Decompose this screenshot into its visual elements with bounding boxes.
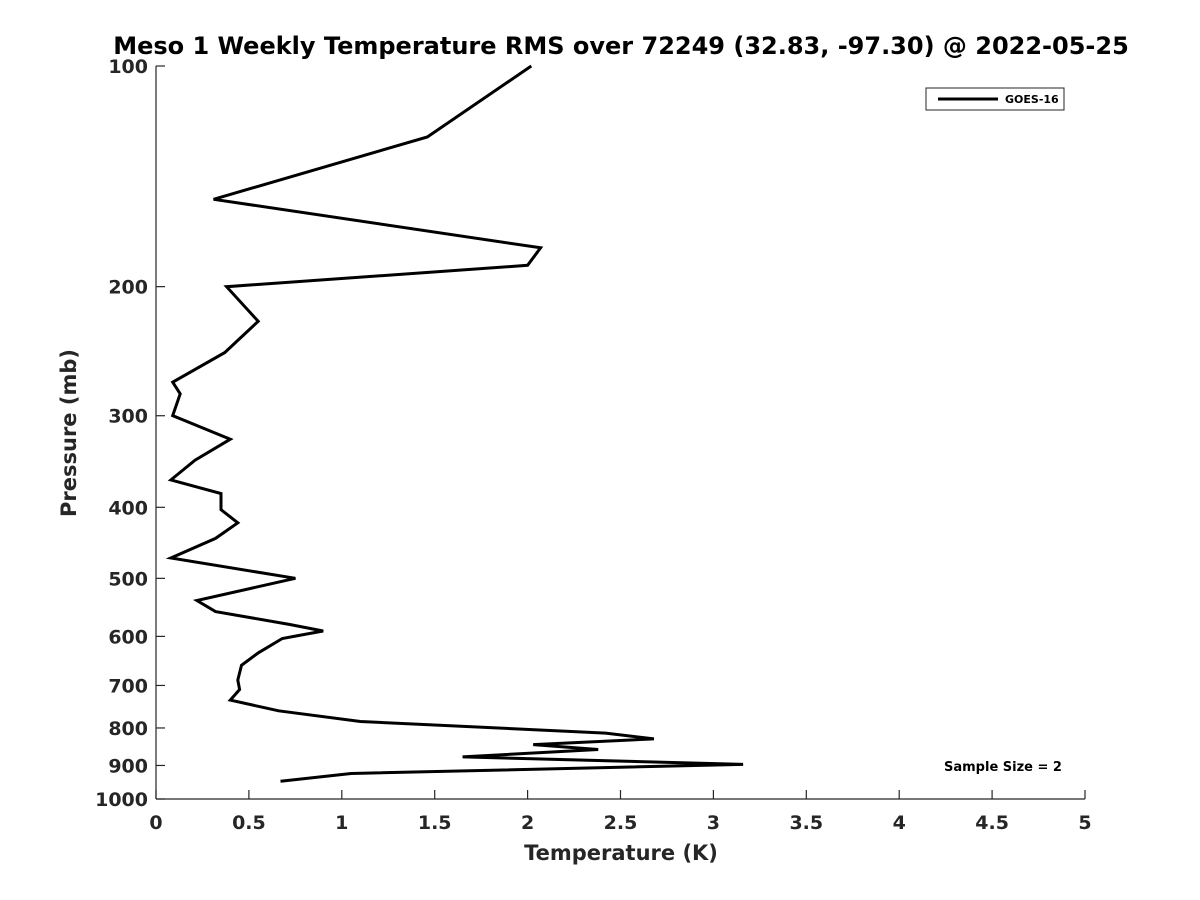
x-tick-label: 4.5 [975,812,1009,834]
x-tick-label: 2 [521,812,534,834]
series-line-goes-16 [165,64,744,783]
y-tick-label: 300 [108,406,148,428]
x-tick-label: 3 [707,812,720,834]
y-tick-label: 400 [108,497,148,519]
y-tick-label: 500 [108,568,148,590]
x-axis: 0 0.5 1 1.5 2 2.5 3 3.5 4 4.5 5 [149,790,1092,834]
y-tick-label: 900 [108,755,148,777]
sample-size-annotation: Sample Size = 2 [944,760,1062,775]
y-tick-label: 1000 [95,789,148,811]
chart-title: Meso 1 Weekly Temperature RMS over 72249… [113,32,1129,60]
x-tick-label: 1 [335,812,348,834]
y-axis-label: Pressure (mb) [57,349,81,517]
x-tick-label: 5 [1078,812,1091,834]
x-tick-label: 3.5 [789,812,823,834]
y-tick-label: 200 [108,277,148,299]
x-axis-label: Temperature (K) [524,841,718,865]
y-tick-label: 800 [108,718,148,740]
plot-area [155,64,1085,800]
legend: GOES-16 [925,87,1065,111]
y-axis: 100 200 300 400 500 600 700 800 900 1000 [95,56,165,811]
x-tick-label: 0 [149,812,162,834]
y-tick-label: 100 [108,56,148,78]
y-tick-label: 700 [108,675,148,697]
x-tick-label: 4 [893,812,906,834]
x-tick-label: 2.5 [604,812,638,834]
y-tick-label: 600 [108,626,148,648]
x-tick-label: 1.5 [418,812,452,834]
legend-entry-goes-16: GOES-16 [1005,93,1059,106]
x-tick-label: 0.5 [232,812,266,834]
